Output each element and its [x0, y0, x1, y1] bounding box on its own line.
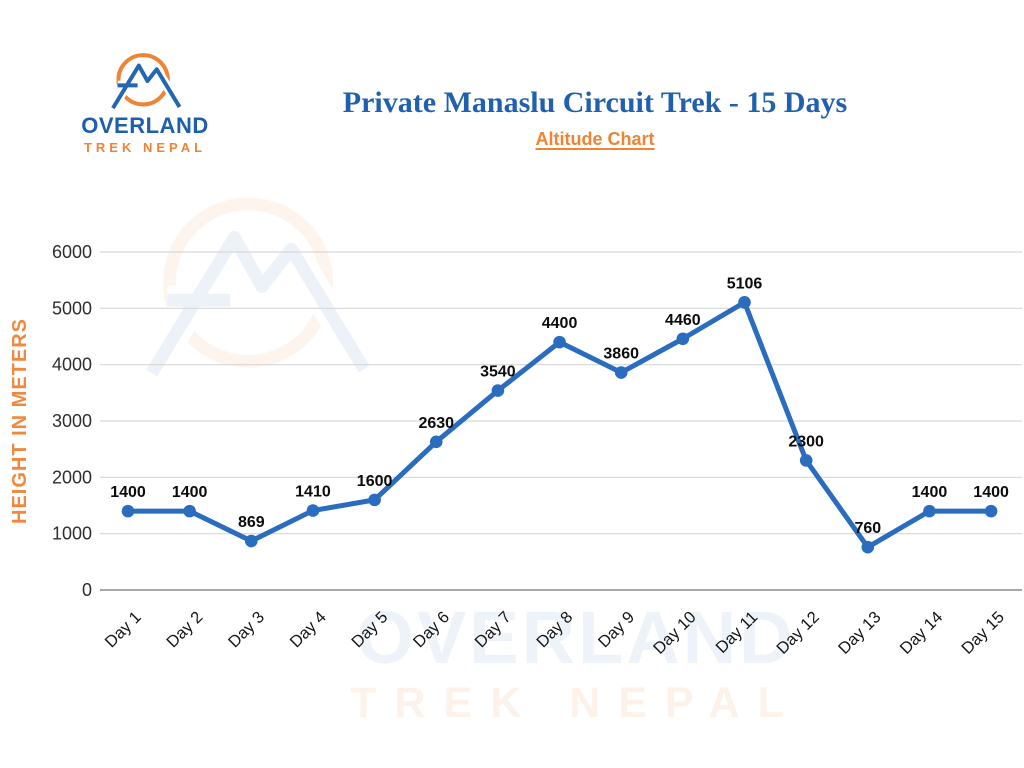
data-point-label: 1600 — [357, 473, 393, 490]
data-point-label: 1400 — [973, 484, 1009, 501]
x-axis-tick-label: Day 8 — [533, 608, 576, 651]
data-point-marker — [183, 504, 196, 518]
data-point-marker — [121, 504, 135, 518]
page-subtitle: Altitude Chart — [535, 129, 655, 149]
x-axis-tick-label: Day 14 — [897, 608, 947, 658]
data-point-label: 3860 — [603, 346, 639, 363]
watermark-text: OVERLAND TREK NEPAL — [350, 601, 802, 727]
watermark-text-trek-nepal: TREK NEPAL — [350, 679, 802, 727]
data-point-marker — [491, 384, 505, 397]
data-point-marker — [799, 454, 813, 467]
logo-text-primary: OVERLAND — [81, 113, 209, 138]
page-title: Private Manaslu Circuit Trek - 15 Days — [342, 86, 848, 119]
data-point-marker — [923, 504, 936, 518]
x-axis-tick-label: Day 15 — [958, 608, 1008, 658]
data-point-marker — [861, 540, 875, 554]
y-axis-tick-label: 1000 — [52, 524, 92, 544]
data-point-marker — [614, 366, 628, 379]
y-axis-tick-label: 6000 — [52, 242, 92, 262]
logo-circle — [163, 197, 334, 368]
brand-logo: OVERLAND TREK NEPAL — [68, 50, 222, 155]
mountain-logo-icon — [108, 53, 182, 111]
data-point-label: 5106 — [727, 275, 763, 292]
x-axis-tick-label: Day 4 — [287, 608, 330, 651]
altitude-line-chart: 0 1000 2000 3000 4000 5000 6000 HEIGHT IN METER… — [9, 242, 1022, 658]
y-axis-tick-label: 3000 — [52, 411, 92, 431]
x-axis-tick-label: Day 2 — [163, 608, 206, 651]
data-point-marker — [984, 504, 998, 518]
watermark-text-overland: OVERLAND — [356, 596, 796, 679]
data-point-label: 1400 — [172, 484, 208, 501]
data-point-marker — [738, 296, 751, 309]
y-axis-tick-label: 5000 — [52, 298, 92, 318]
y-axis-tick-label: 4000 — [52, 355, 92, 375]
y-axis-tick-label: 2000 — [52, 467, 92, 487]
y-axis-title: HEIGHT IN METERS — [9, 318, 31, 524]
data-point-marker — [306, 504, 320, 517]
logo-mountains — [146, 230, 370, 377]
data-point-marker — [553, 335, 566, 349]
data-point-label: 1400 — [110, 484, 146, 501]
x-axis-tick-label: Day 9 — [595, 608, 638, 651]
x-axis-tick-label: Day 3 — [225, 608, 268, 651]
logo-mountains — [111, 63, 182, 110]
x-axis-tick-label: Day 6 — [410, 608, 453, 651]
y-axis-tick-label: 0 — [82, 580, 92, 600]
x-axis-tick-label: Day 7 — [472, 608, 515, 651]
data-point-marker — [368, 493, 381, 507]
data-point-marker — [676, 332, 690, 346]
x-axis-tick-label: Day 11 — [712, 608, 761, 657]
header: Private Manaslu Circuit Trek - 15 Days A… — [170, 86, 1020, 150]
data-point-label: 4400 — [542, 315, 578, 332]
x-axis-tick-label: Day 10 — [650, 608, 700, 658]
data-point-marker — [429, 435, 443, 449]
data-point-label: 2300 — [788, 433, 824, 450]
x-axis-tick-label: Day 12 — [773, 608, 823, 658]
data-point-label: 1400 — [912, 484, 948, 501]
x-axis-tick-label: Day 5 — [348, 608, 391, 651]
watermark-mountain-logo-icon — [139, 197, 372, 381]
data-point-label: 4460 — [665, 312, 701, 329]
logo-text-secondary: TREK NEPAL — [83, 140, 207, 156]
data-point-label: 869 — [238, 514, 265, 531]
x-axis-tick-label: Day 13 — [835, 608, 885, 658]
data-point-label: 760 — [854, 520, 881, 537]
data-point-label: 1410 — [295, 484, 331, 501]
data-point-marker — [245, 534, 258, 548]
x-axis-tick-label: Day 1 — [102, 608, 145, 651]
data-point-label: 3540 — [480, 364, 516, 381]
data-point-label: 2630 — [418, 415, 454, 432]
